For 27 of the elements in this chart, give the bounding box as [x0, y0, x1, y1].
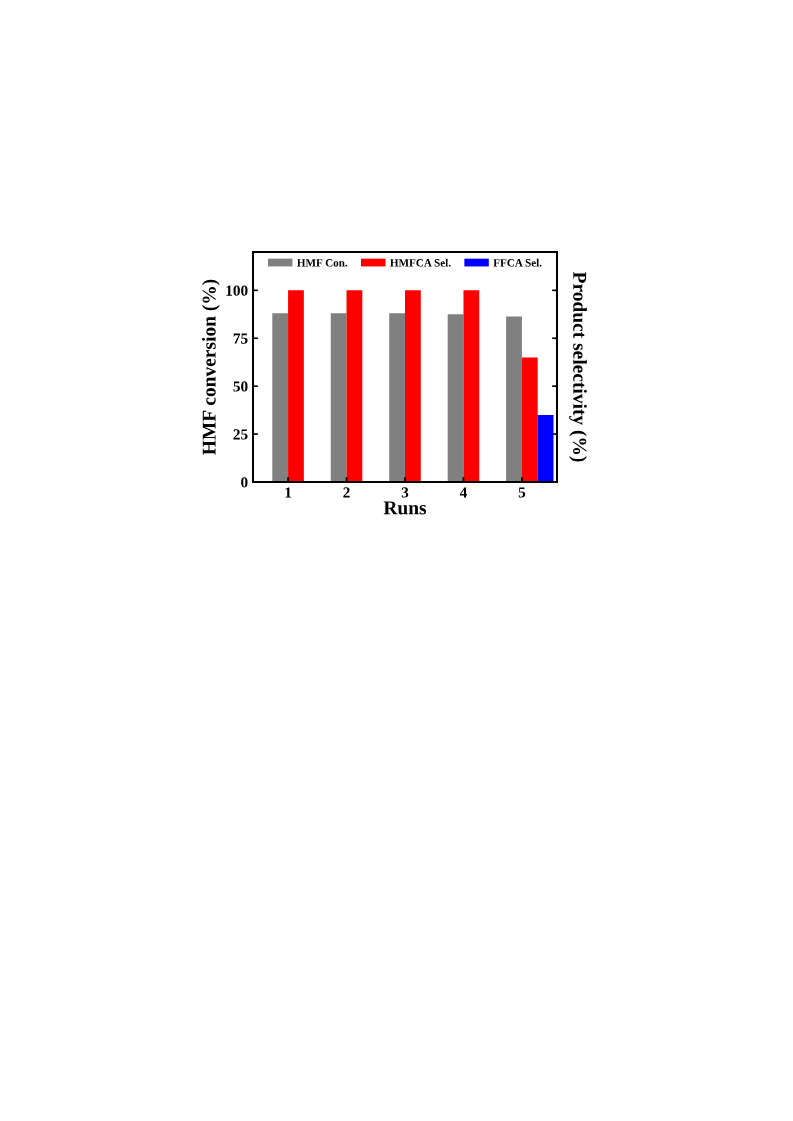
- bar: [346, 290, 363, 482]
- y-tick-label: 75: [233, 333, 248, 344]
- x-tick-label: 3: [401, 487, 409, 498]
- y-tick-label: 0: [241, 477, 248, 488]
- x-tick-label: 1: [285, 487, 292, 498]
- bar: [330, 313, 347, 482]
- y2-axis-title: Product selectivity (%): [569, 271, 587, 462]
- x-tick-label: 2: [343, 487, 350, 498]
- bar: [272, 313, 289, 482]
- y-tick-label: 50: [233, 381, 248, 392]
- bar: [288, 290, 304, 482]
- x-tick-label: 5: [518, 487, 526, 498]
- x-tick-label: 4: [459, 487, 467, 498]
- legend-label: HMFCA Sel.: [390, 258, 451, 267]
- y-axis-title: HMF conversion (%): [202, 279, 220, 455]
- legend-label: FFCA Sel.: [493, 258, 542, 267]
- y-tick-label: 25: [233, 429, 248, 440]
- legend-label: HMF Con.: [297, 259, 348, 267]
- bar: [447, 314, 464, 482]
- bar: [521, 357, 538, 482]
- bar: [537, 414, 554, 482]
- x-axis-title: Runs: [383, 501, 427, 515]
- bar: [463, 290, 480, 482]
- bar: [506, 316, 522, 482]
- bar: [405, 290, 421, 482]
- y-tick-label: 100: [226, 285, 248, 296]
- bar: [389, 313, 405, 482]
